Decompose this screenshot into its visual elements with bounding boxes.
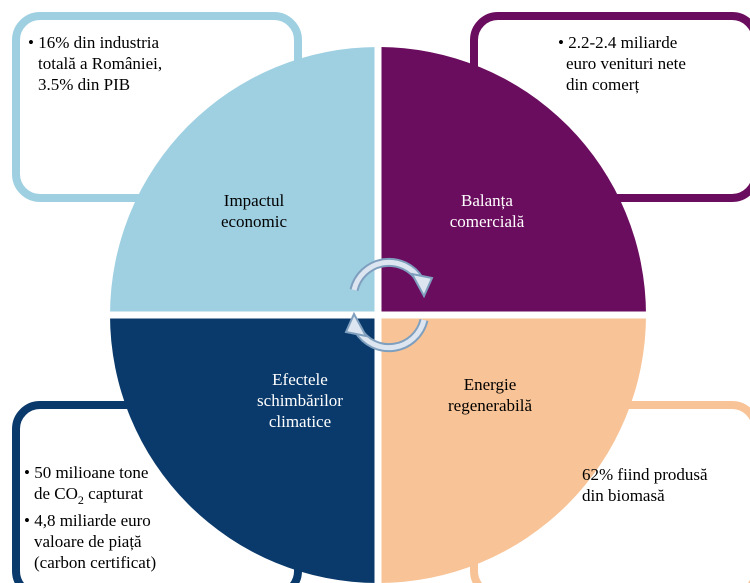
- box-text: euro venituri nete: [566, 54, 686, 73]
- box-text: • 2.2-2.4 miliarde: [558, 33, 677, 52]
- quadrant-trade: [378, 47, 646, 315]
- cycle-arrows: [344, 257, 434, 353]
- subscript: 2: [78, 493, 84, 507]
- label: Energie: [464, 375, 517, 394]
- box-text: totală a României,: [38, 54, 162, 73]
- box-text: din comerț: [566, 75, 639, 94]
- text-part: (carbon certificat): [34, 553, 156, 572]
- label: comercială: [450, 212, 525, 231]
- label: Balanța: [461, 191, 513, 210]
- box-text: (carbon certificat): [34, 553, 156, 572]
- quadrant-economic: [110, 47, 378, 315]
- box-text: 62% fiind produsă: [582, 465, 708, 484]
- text-part: capturat: [84, 484, 143, 503]
- label: Efectele: [272, 370, 328, 389]
- box-text: 3.5% din PIB: [38, 75, 130, 94]
- text-part: de CO: [34, 484, 78, 503]
- text-part: • 4,8 miliarde euro: [24, 511, 151, 530]
- text-part: valoare de piață: [34, 532, 142, 551]
- label: climatice: [269, 412, 331, 431]
- text-part: • 50 milioane tone: [24, 463, 148, 482]
- box-text: • 50 milioane tone: [24, 463, 148, 482]
- box-text: valoare de piață: [34, 532, 142, 551]
- label: regenerabilă: [448, 396, 532, 415]
- label: Impactul: [224, 191, 285, 210]
- box-text: din biomasă: [582, 486, 665, 505]
- box-text: • 4,8 miliarde euro: [24, 511, 151, 530]
- box-text: de CO2 capturat: [34, 484, 143, 507]
- quadrant-energy: [378, 315, 646, 583]
- label: schimbărilor: [257, 391, 343, 410]
- box-text: • 16% din industria: [28, 33, 160, 52]
- label: economic: [221, 212, 288, 231]
- quadrant-climate: [110, 315, 378, 583]
